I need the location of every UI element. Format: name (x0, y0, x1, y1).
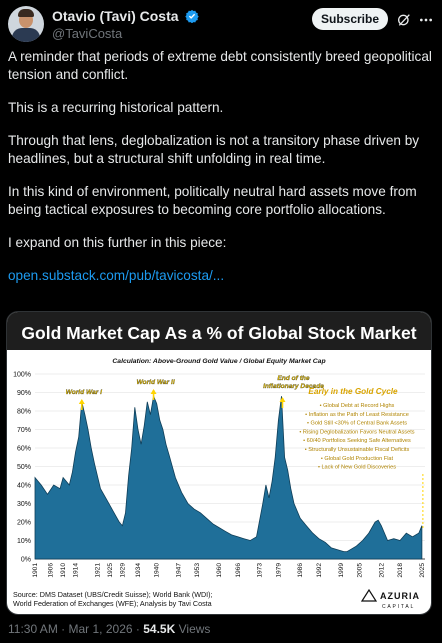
x-tick-label: 2025 (419, 563, 426, 578)
panel-item: • Global Debt at Record Highs (320, 403, 395, 409)
chart-image[interactable]: Gold Market Cap As a % of Global Stock M… (6, 311, 432, 615)
y-tick-label: 50% (17, 464, 31, 471)
logo-subtext: CAPITAL (382, 604, 415, 610)
post-paragraph: This is a recurring historical pattern. (8, 100, 224, 115)
series-area (34, 394, 423, 560)
post-paragraph: A reminder that periods of extreme debt … (8, 49, 432, 82)
x-tick-label: 1910 (60, 563, 67, 578)
panel-item: • Global Gold Production Flat (321, 456, 394, 462)
y-tick-label: 40% (17, 483, 31, 490)
panel-item: • Gold Still <30% of Central Bank Assets (307, 421, 407, 427)
y-tick-label: 20% (17, 520, 31, 527)
x-tick-label: 1966 (235, 563, 242, 578)
annotation-label: End of the Inflationary Decade (263, 375, 324, 390)
post-header: Otavio (Tavi) Costa @TaviCosta Subscribe (0, 0, 442, 50)
x-tick-label: 1979 (275, 563, 282, 578)
views-count: 54.5K (143, 622, 176, 636)
azuria-logo: AZURIA CAPITAL (360, 588, 420, 610)
annotation-label: World War I (66, 389, 103, 396)
logo-text: AZURIA (380, 591, 420, 601)
x-tick-label: 1986 (297, 563, 304, 578)
y-tick-label: 10% (17, 538, 31, 545)
annotation-arrowhead (150, 389, 157, 394)
y-tick-label: 90% (17, 390, 31, 397)
post-paragraph: I expand on this further in this piece: (8, 235, 227, 250)
x-tick-label: 1921 (94, 563, 101, 578)
post-meta: 11:30 AM · Mar 1, 2026 · 54.5K Views (8, 622, 211, 636)
author-name[interactable]: Otavio (Tavi) Costa (52, 8, 200, 24)
x-tick-label: 1901 (32, 563, 39, 578)
x-tick-label: 1929 (119, 563, 126, 578)
x-tick-label: 2012 (378, 563, 385, 578)
annotation-label: World War II (136, 379, 174, 386)
x-tick-label: 1992 (316, 563, 323, 578)
annotation-line: Inflationary Decade (263, 383, 324, 390)
chart-subtitle: Calculation: Above-Ground Gold Value / G… (112, 358, 325, 365)
y-tick-label: 60% (17, 446, 31, 453)
x-tick-label: 1999 (338, 563, 345, 578)
annotation-arrowhead (78, 399, 85, 404)
panel-item: • Lack of New Gold Discoveries (318, 465, 396, 471)
post-paragraph: In this kind of environment, politically… (8, 184, 417, 217)
chart-title: Gold Market Cap As a % of Global Stock M… (21, 323, 416, 343)
chart-source-line2: World Federation of Exchanges (WFE); Ana… (13, 599, 212, 608)
views-label: Views (178, 622, 211, 636)
y-tick-label: 80% (17, 409, 31, 416)
panel-item: • Rising Deglobalization Favors Neutral … (299, 429, 414, 435)
author-handle[interactable]: @TaviCosta (52, 26, 123, 41)
gold-market-cap-chart: Gold Market Cap As a % of Global Stock M… (7, 312, 431, 614)
x-tick-label: 1973 (257, 563, 264, 578)
x-tick-label: 1906 (48, 563, 55, 578)
panel-item: • Inflation as the Path of Least Resista… (305, 412, 409, 418)
x-tick-label: 1925 (107, 563, 114, 578)
avatar[interactable] (8, 6, 44, 42)
x-tick-label: 1947 (176, 563, 183, 578)
y-tick-label: 30% (17, 501, 31, 508)
chart-source-line1: Source: DMS Dataset (UBS/Credit Suisse);… (13, 590, 213, 599)
x-tick-label: 1953 (194, 563, 201, 578)
author-name-text[interactable]: Otavio (Tavi) Costa (52, 8, 179, 24)
x-tick-label: 1934 (135, 563, 142, 578)
x-tick-label: 1914 (73, 563, 80, 578)
panel-item: • Structurally Unsustainable Fiscal Defi… (305, 447, 410, 453)
grok-icon[interactable] (396, 12, 412, 28)
y-tick-label: 0% (21, 557, 31, 564)
x-tick-label: 2005 (357, 563, 364, 578)
article-link[interactable]: open.substack.com/pub/tavicosta/... (8, 268, 225, 283)
more-options-icon[interactable] (418, 12, 434, 28)
post-text: A reminder that periods of extreme debt … (8, 48, 432, 300)
annotation-arrowhead (279, 397, 286, 402)
y-tick-label: 100% (13, 372, 31, 379)
post-date[interactable]: Mar 1, 2026 (68, 622, 133, 636)
annotation-line: End of the (277, 375, 310, 382)
post-paragraph: Through that lens, deglobalization is no… (8, 133, 420, 166)
y-tick-label: 70% (17, 427, 31, 434)
post-time[interactable]: 11:30 AM (8, 622, 58, 636)
x-tick-label: 2018 (397, 563, 404, 578)
verified-badge-icon (185, 9, 200, 23)
x-tick-label: 1940 (154, 563, 161, 578)
panel-item: • 60/40 Portfolios Seeking Safe Alternat… (303, 438, 411, 444)
x-tick-label: 1960 (216, 563, 223, 578)
subscribe-button[interactable]: Subscribe (312, 8, 388, 30)
panel-title: Early in the Gold Cycle (308, 387, 398, 396)
